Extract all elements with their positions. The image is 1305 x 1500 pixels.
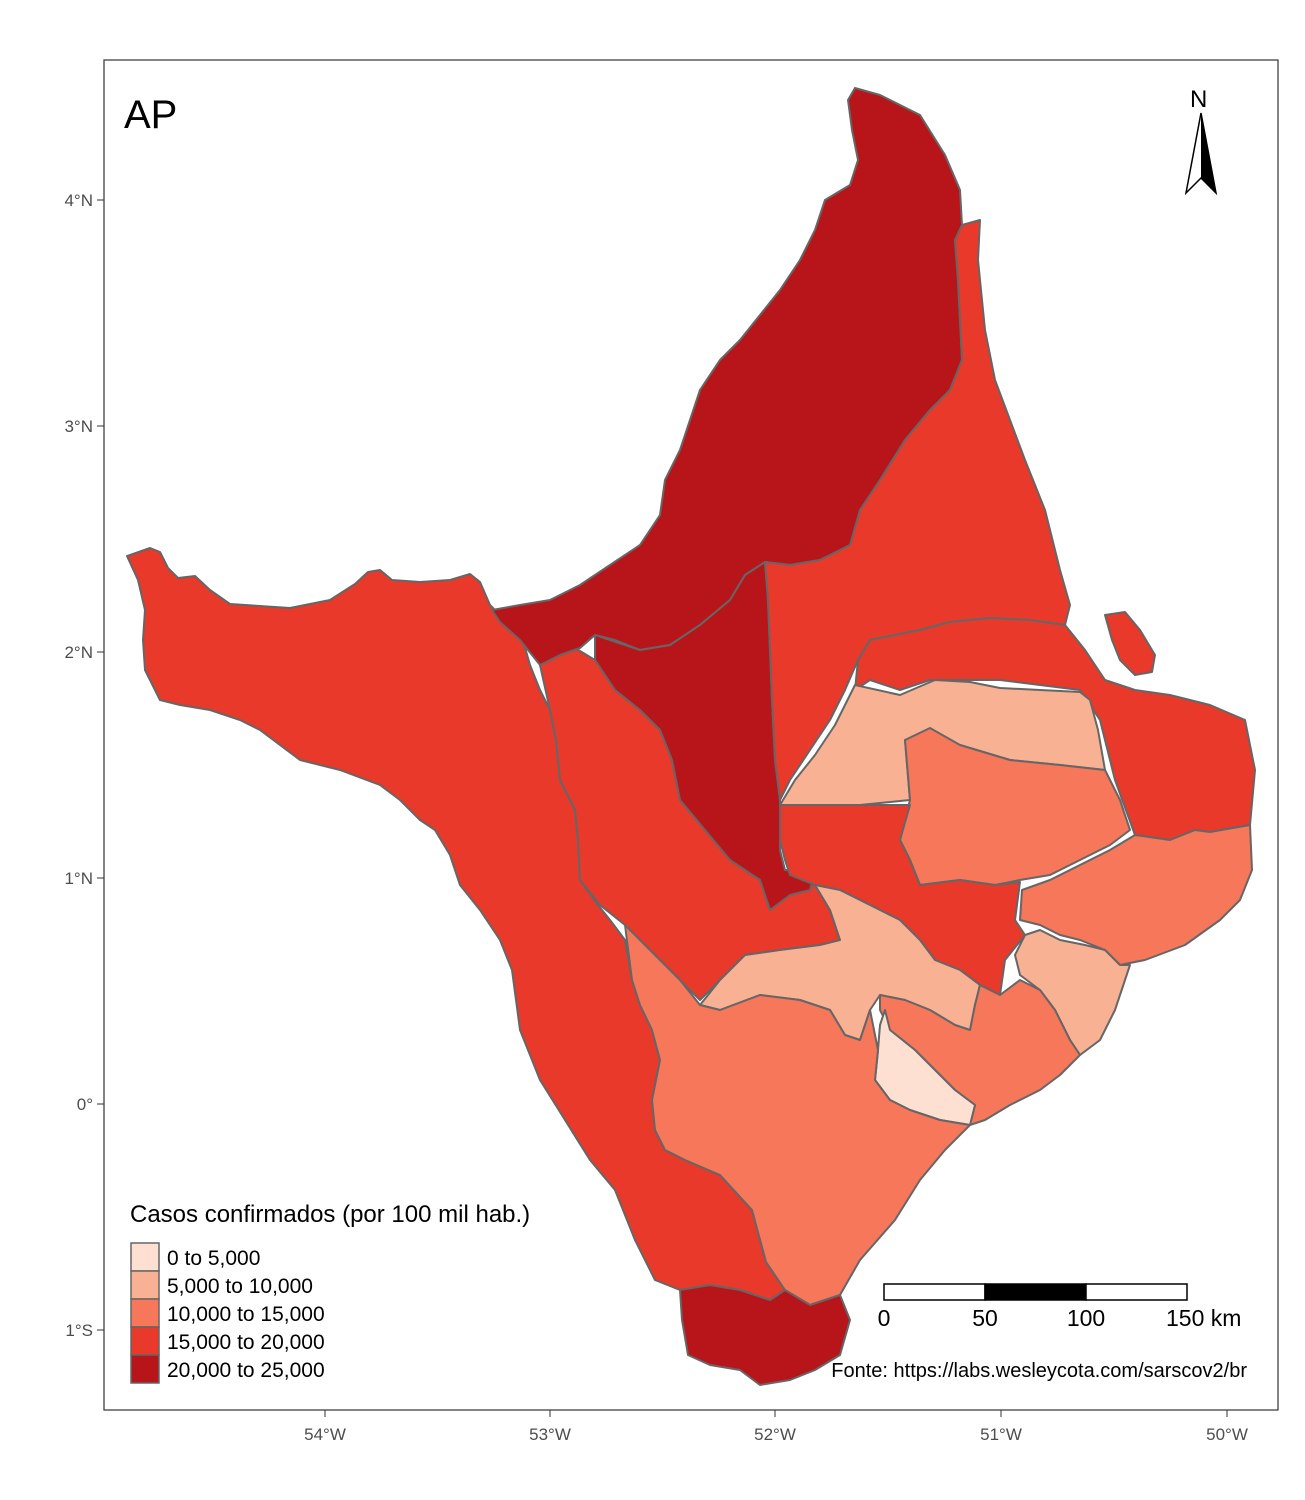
scale-label: 50 bbox=[972, 1305, 998, 1331]
x-tick-label: 52°W bbox=[754, 1425, 796, 1444]
legend-swatch bbox=[130, 1298, 160, 1328]
legend-label: 20,000 to 25,000 bbox=[167, 1359, 325, 1382]
y-axis: 4°N 3°N 2°N 1°N 0° 1°S bbox=[64, 191, 104, 1340]
scale-label: 100 bbox=[1067, 1305, 1105, 1331]
legend-label: 0 to 5,000 bbox=[167, 1247, 260, 1270]
x-tick-label: 51°W bbox=[980, 1425, 1022, 1444]
y-tick-label: 1°N bbox=[64, 869, 93, 888]
x-tick-label: 50°W bbox=[1206, 1425, 1248, 1444]
map-title: AP bbox=[124, 93, 177, 137]
municipality-south-large bbox=[624, 924, 971, 1306]
legend-swatch bbox=[130, 1270, 160, 1300]
x-tick-label: 53°W bbox=[529, 1425, 571, 1444]
municipalities bbox=[126, 87, 1256, 1386]
legend-swatch bbox=[130, 1354, 160, 1384]
north-arrow: N bbox=[1184, 86, 1218, 196]
y-tick-label: 2°N bbox=[64, 643, 93, 662]
legend: Casos confirmados (por 100 mil hab.) 0 t… bbox=[130, 1201, 530, 1384]
y-tick-label: 0° bbox=[77, 1095, 93, 1114]
x-axis: 54°W 53°W 52°W 51°W 50°W bbox=[304, 1410, 1248, 1444]
legend-label: 15,000 to 20,000 bbox=[167, 1331, 325, 1354]
legend-swatch bbox=[130, 1326, 160, 1356]
source-caption: Fonte: https://labs.wesleycota.com/sarsc… bbox=[831, 1360, 1247, 1382]
municipality-far-south bbox=[679, 1284, 851, 1386]
scale-bar: 0 50 100 150 km bbox=[878, 1283, 1241, 1331]
legend-title: Casos confirmados (por 100 mil hab.) bbox=[130, 1201, 530, 1228]
municipality-east-coast bbox=[854, 617, 1256, 841]
legend-label: 5,000 to 10,000 bbox=[167, 1275, 313, 1298]
y-tick-label: 3°N bbox=[64, 417, 93, 436]
y-tick-label: 1°S bbox=[65, 1321, 93, 1340]
municipality-small-east bbox=[1014, 929, 1131, 1056]
scale-label: 150 km bbox=[1166, 1305, 1241, 1331]
legend-swatch bbox=[130, 1242, 160, 1272]
north-arrow-shade bbox=[1201, 113, 1216, 193]
legend-label: 10,000 to 15,000 bbox=[167, 1303, 325, 1326]
y-tick-label: 4°N bbox=[64, 191, 93, 210]
municipality-northeast bbox=[764, 219, 1071, 801]
scale-label: 0 bbox=[878, 1305, 891, 1331]
municipality-island bbox=[1104, 611, 1156, 676]
north-arrow-label: N bbox=[1190, 86, 1207, 113]
x-tick-label: 54°W bbox=[304, 1425, 346, 1444]
